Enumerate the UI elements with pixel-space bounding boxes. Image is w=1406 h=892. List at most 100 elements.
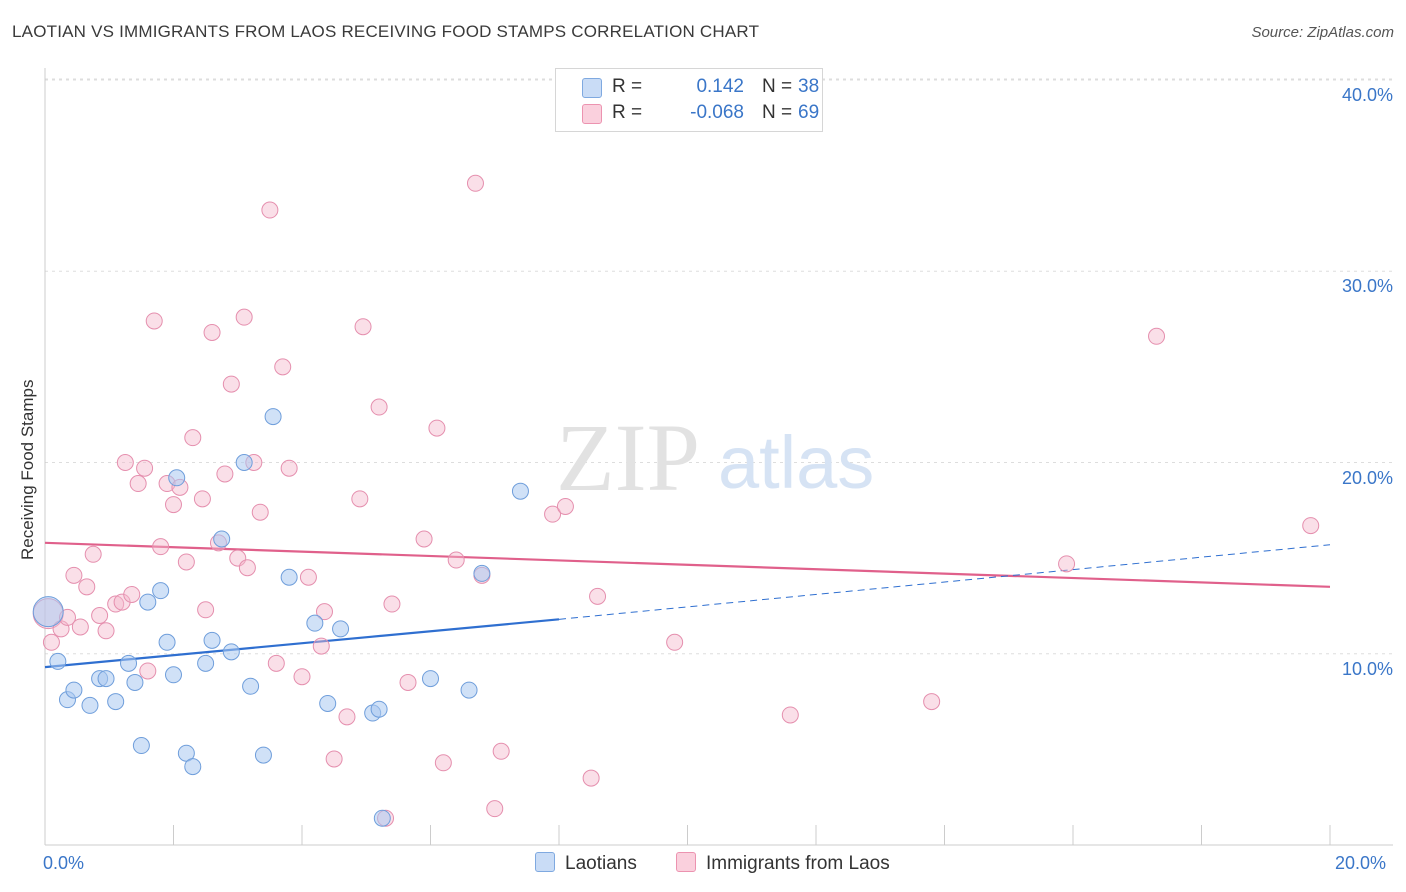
laotians-point <box>32 596 64 628</box>
correlation-legend: R = 0.142 N = 38 R = -0.068 N = 69 <box>555 68 823 132</box>
legend-n-value: 69 <box>798 102 820 123</box>
legend-r-value: 0.142 <box>696 76 744 97</box>
immigrants-point <box>238 559 256 577</box>
immigrants-point <box>145 312 163 330</box>
immigrants-point <box>312 637 330 655</box>
immigrants-point <box>165 496 182 514</box>
immigrants-point <box>97 622 115 640</box>
immigrants-point <box>84 545 102 563</box>
immigrants-point <box>447 551 465 569</box>
laotians-point <box>165 666 182 684</box>
laotians-point <box>120 654 138 672</box>
immigrants-point <box>116 454 134 471</box>
laotians-point <box>132 737 150 755</box>
laotians-point <box>158 633 176 651</box>
legend-n-label: N = <box>762 76 793 97</box>
legend-n-value: 38 <box>798 76 820 97</box>
legend-swatch-pink <box>582 104 602 124</box>
legend-n-label: N = <box>762 102 793 123</box>
laotians-point <box>97 670 115 688</box>
legend-r-label: R = <box>612 102 643 123</box>
laotians-point <box>222 643 240 661</box>
laotians-point <box>332 620 350 638</box>
laotians-point <box>213 530 231 548</box>
immigrants-point <box>197 601 215 619</box>
immigrants-point <box>370 398 388 416</box>
laotians-point <box>107 693 125 711</box>
immigrants-point <box>42 633 60 651</box>
immigrants-point <box>107 595 125 613</box>
immigrants-point <box>251 503 269 521</box>
bottom-legend-laotians: Laotians <box>535 852 637 875</box>
axes <box>44 68 1393 846</box>
laotians-point <box>49 652 67 670</box>
immigrants-point <box>781 706 799 724</box>
laotians-point <box>139 593 157 611</box>
immigrants-point <box>71 618 89 636</box>
immigrants-point <box>428 419 446 437</box>
laotians-point <box>65 681 83 699</box>
laotians-point <box>373 809 391 827</box>
immigrants-point <box>136 459 154 477</box>
immigrants-point <box>267 654 285 672</box>
laotians-point <box>242 677 260 695</box>
immigrants-point <box>582 769 600 787</box>
immigrants-point <box>177 553 195 571</box>
immigrants-label: Immigrants from Laos <box>706 853 890 874</box>
immigrants-point <box>139 662 157 680</box>
laotians-point <box>203 631 221 649</box>
laotians-point <box>254 746 272 764</box>
laotians-point <box>197 654 215 672</box>
immigrants-point <box>280 459 298 477</box>
laotians-point <box>81 696 99 714</box>
immigrants-point <box>589 587 607 605</box>
immigrants-point <box>666 633 684 651</box>
immigrants-point <box>1302 517 1320 535</box>
laotians-point <box>184 758 202 776</box>
y-axis-label: Receiving Food Stamps <box>18 379 37 560</box>
y-tick-label: 40.0% <box>1341 85 1393 105</box>
immigrants-point <box>129 475 147 493</box>
laotians-point <box>280 568 298 586</box>
trend-line-immigrants <box>44 541 1331 588</box>
legend-r-label: R = <box>612 76 643 97</box>
laotians-swatch <box>535 852 555 872</box>
watermark-zip: ZIP <box>556 404 700 511</box>
data-points <box>32 174 1320 827</box>
laotians-point <box>168 469 186 487</box>
bottom-legend-immigrants: Immigrants from Laos <box>676 852 890 875</box>
laotians-point <box>370 700 388 718</box>
laotians-point <box>460 681 478 699</box>
laotians-point <box>152 582 170 600</box>
immigrants-point <box>544 505 562 523</box>
laotians-point <box>473 564 491 582</box>
immigrants-point <box>274 358 292 376</box>
legend-swatch-blue <box>582 78 602 98</box>
immigrants-point <box>338 708 356 726</box>
immigrants-point <box>434 754 452 772</box>
immigrants-point <box>222 375 240 393</box>
immigrants-point <box>315 603 333 621</box>
immigrants-point <box>235 308 253 326</box>
laotians-point <box>319 694 337 712</box>
immigrants-point <box>1058 555 1076 573</box>
laotians-point <box>126 673 144 691</box>
immigrants-point <box>486 800 504 818</box>
immigrants-point <box>123 585 141 603</box>
immigrants-point <box>383 595 401 613</box>
x-tick-label-max: 20.0% <box>1335 853 1387 873</box>
immigrants-point <box>1148 327 1166 345</box>
immigrants-point <box>351 490 369 508</box>
immigrants-point <box>354 318 372 336</box>
immigrants-swatch <box>676 852 696 872</box>
y-tick-label: 20.0% <box>1341 467 1393 488</box>
laotians-point <box>235 454 253 471</box>
immigrants-point <box>556 497 574 515</box>
laotians-label: Laotians <box>565 853 637 874</box>
immigrants-point <box>91 607 109 624</box>
immigrants-point <box>325 750 343 768</box>
laotians-point <box>306 614 324 632</box>
watermark: ZIP atlas <box>556 404 874 511</box>
watermark-atlas: atlas <box>718 421 874 504</box>
